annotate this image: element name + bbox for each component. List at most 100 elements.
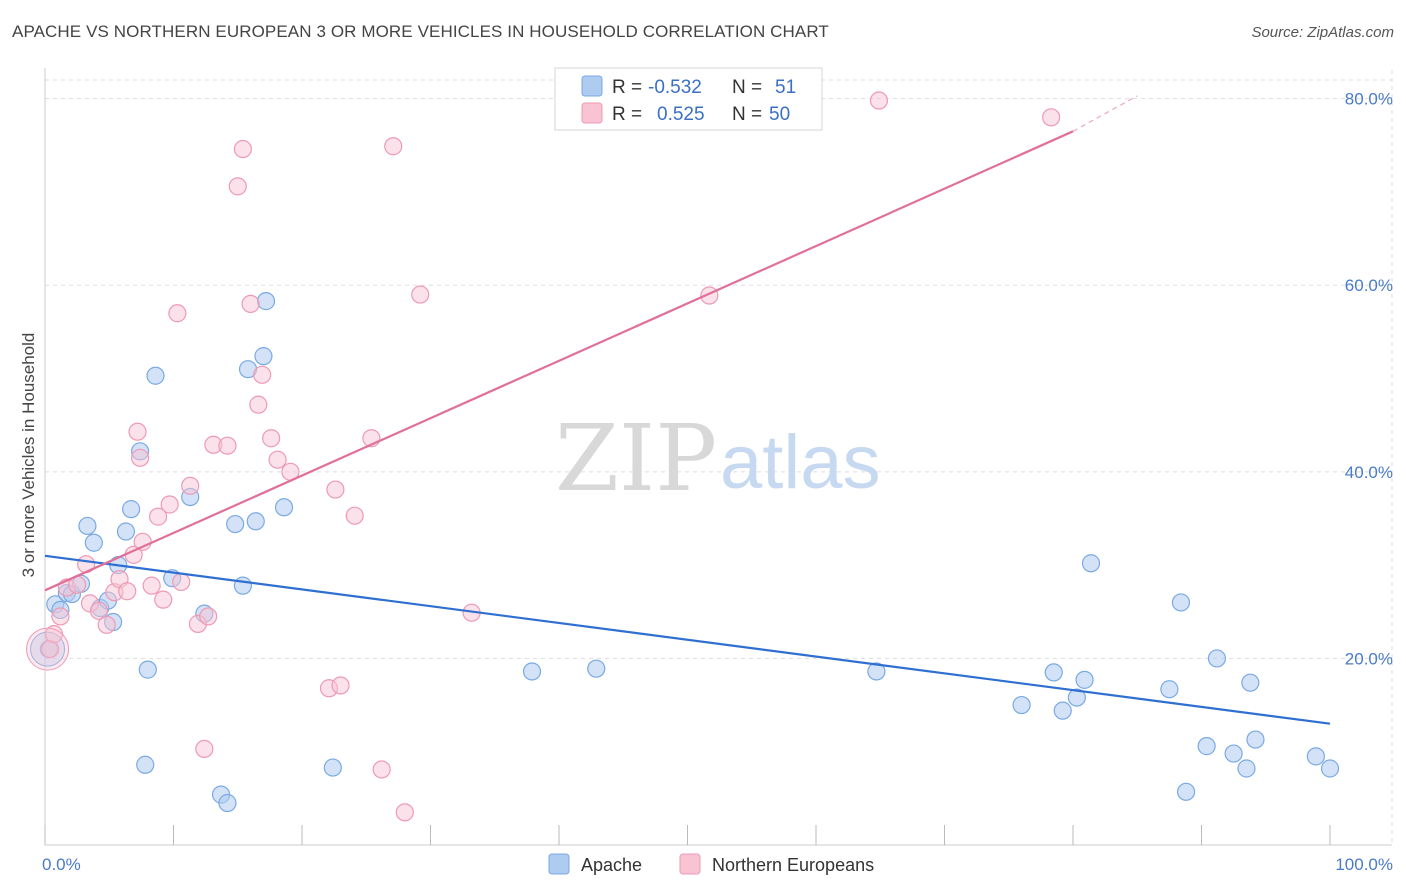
apache-point-44: [1207, 649, 1227, 668]
apache-point-25: [246, 512, 265, 531]
northern-point-39: [345, 506, 364, 525]
apache-point-30: [136, 755, 155, 774]
apache-point-23: [233, 576, 252, 595]
watermark: ZIP atlas: [555, 405, 881, 512]
legend-n-value-2: 50: [769, 104, 790, 125]
apache-point-15: [138, 660, 157, 679]
apache-point-16: [146, 366, 165, 385]
northern-point-21: [181, 476, 200, 495]
y-tick-label-60: 60.0%: [1345, 276, 1393, 295]
northern-point-41: [372, 760, 391, 779]
apache-point-6: [78, 516, 97, 536]
northern-point-24: [199, 607, 218, 626]
northern-point-18: [160, 495, 179, 514]
apache-point-45: [1224, 744, 1243, 763]
apache-point-41: [1171, 593, 1191, 612]
apache-point-27: [256, 292, 276, 311]
grid-lines: [45, 70, 1393, 845]
y-axis-label-group: 3 or more Vehicles in Household: [19, 333, 38, 578]
northern-point-30: [249, 395, 268, 414]
northern-point-11: [118, 582, 137, 601]
northern-point-29: [241, 294, 260, 314]
apache-point-31: [522, 662, 542, 681]
apache-point-40: [1160, 680, 1179, 699]
northern-point-8: [97, 615, 116, 634]
axes: [44, 68, 1392, 846]
legend-n-value-1: 51: [775, 77, 796, 98]
apache-point-37: [1067, 688, 1086, 707]
y-tick-label-40: 40.0%: [1345, 463, 1393, 482]
x-tick-label-min: 0.0%: [42, 855, 81, 874]
chart-title: APACHE VS NORTHERN EUROPEAN 3 OR MORE VE…: [12, 22, 829, 41]
y-axis-label: 3 or more Vehicles in Household: [19, 333, 38, 578]
watermark-zip: ZIP: [555, 405, 717, 512]
northern-point-44: [411, 285, 430, 304]
legend-swatch-northern: [581, 102, 603, 124]
northern-point-large: [26, 627, 70, 671]
legend-top: R = -0.532 N = 51 R = 0.525 N = 50: [554, 67, 823, 131]
legend-r-label-1: R =: [612, 77, 642, 98]
apache-point-47: [1241, 673, 1260, 692]
trend-lines: [44, 95, 1331, 725]
legend-n-label-1: N =: [732, 77, 762, 98]
apache-point-50: [1320, 759, 1340, 778]
x-tick-labels: 0.0% 100.0%: [42, 855, 1393, 874]
northern-point-37: [326, 480, 345, 499]
apache-point-32: [587, 659, 606, 678]
series-apache: [30, 292, 1340, 813]
northern-point-47: [869, 91, 889, 110]
trend-northern: [44, 130, 1074, 592]
legend-bottom: Apache Northern Europeans: [548, 853, 874, 875]
apache-point-46: [1237, 759, 1256, 778]
legend-n-label-2: N =: [732, 104, 762, 125]
apache-point-49: [1306, 747, 1325, 766]
watermark-atlas: atlas: [720, 420, 881, 505]
bottom-legend-swatch-apache: [548, 853, 570, 875]
apache-point-42: [1176, 782, 1196, 801]
northern-point-31: [253, 365, 272, 384]
northern-point-17: [154, 590, 173, 609]
northern-point-33: [268, 450, 287, 469]
northern-point-26: [218, 436, 237, 455]
apache-point-43: [1197, 737, 1216, 756]
northern-point-27: [228, 177, 247, 196]
trend-northern-extension: [1072, 95, 1138, 132]
trend-apache: [44, 554, 1331, 725]
northern-point-7: [89, 601, 109, 620]
northern-point-20: [172, 572, 191, 592]
northern-point-23: [195, 739, 214, 759]
apache-point-28: [274, 498, 294, 517]
apache-point-26: [254, 347, 273, 366]
northern-point-42: [384, 137, 403, 156]
apache-point-36: [1053, 701, 1072, 720]
x-tick-label-max: 100.0%: [1335, 855, 1393, 874]
apache-point-7: [84, 533, 103, 552]
legend-r-value-1: -0.532: [648, 77, 702, 98]
northern-point-32: [262, 429, 281, 448]
northern-point-38: [331, 676, 350, 695]
northern-point-2: [51, 607, 70, 626]
legend-r-value-2: 0.525: [657, 104, 705, 125]
northern-point-15: [142, 576, 161, 595]
apache-point-34: [1012, 695, 1031, 715]
apache-point-29: [323, 758, 342, 777]
legend-r-label-2: R =: [612, 104, 642, 125]
bottom-legend-northern: Northern Europeans: [712, 855, 874, 875]
northern-point-28: [233, 139, 252, 159]
apache-point-39: [1081, 554, 1101, 573]
apache-point-21: [218, 793, 237, 813]
series-northern-europeans: [26, 91, 1061, 822]
northern-point-16: [148, 507, 168, 526]
apache-point-22: [226, 514, 245, 534]
chart-source: Source: ZipAtlas.com: [1251, 24, 1394, 41]
y-tick-label-80: 80.0%: [1345, 90, 1393, 109]
northern-point-13: [128, 422, 147, 441]
northern-point-48: [1042, 108, 1061, 127]
apache-point-38: [1075, 670, 1094, 689]
bottom-legend-apache: Apache: [581, 855, 642, 875]
apache-point-33: [867, 662, 886, 681]
apache-point-12: [116, 522, 136, 541]
northern-point-35: [130, 448, 150, 467]
apache-point-35: [1044, 663, 1063, 682]
